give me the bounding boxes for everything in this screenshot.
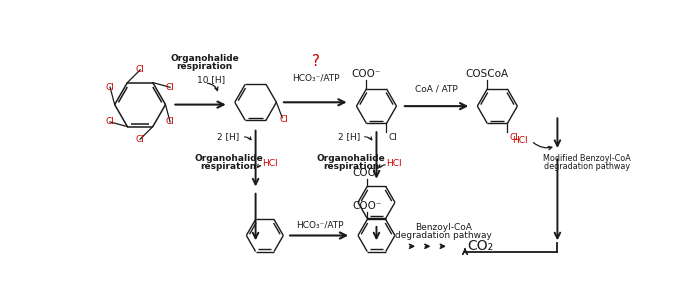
Text: Cl: Cl: [136, 135, 144, 144]
Text: HCO₃⁻/ATP: HCO₃⁻/ATP: [297, 220, 344, 229]
Text: Cl: Cl: [166, 83, 175, 92]
Text: Cl: Cl: [509, 133, 518, 142]
Text: HCl: HCl: [261, 159, 277, 169]
Text: HCl: HCl: [513, 135, 528, 145]
Text: degradation pathway: degradation pathway: [395, 231, 492, 240]
Text: HCl: HCl: [386, 159, 401, 169]
Text: COSCoA: COSCoA: [466, 69, 509, 79]
Text: CoA / ATP: CoA / ATP: [415, 85, 458, 94]
Text: Cl: Cl: [279, 115, 288, 125]
Text: Cl: Cl: [106, 117, 114, 126]
Text: COO⁻: COO⁻: [352, 168, 382, 177]
Text: Organohalide: Organohalide: [171, 54, 239, 63]
Text: ?: ?: [312, 54, 320, 69]
Text: Modified Benzoyl-CoA: Modified Benzoyl-CoA: [543, 154, 631, 163]
Text: respiration: respiration: [177, 62, 233, 71]
Text: 10 [H]: 10 [H]: [197, 75, 225, 84]
Text: 2 [H]: 2 [H]: [217, 132, 239, 142]
Text: Organohalide: Organohalide: [194, 154, 263, 163]
Text: respiration: respiration: [200, 162, 257, 171]
Text: 2 [H]: 2 [H]: [338, 132, 361, 142]
Text: Cl: Cl: [106, 83, 114, 92]
Text: HCO₃⁻/ATP: HCO₃⁻/ATP: [292, 74, 339, 83]
Text: Organohalide: Organohalide: [316, 154, 385, 163]
Text: Benzoyl-CoA: Benzoyl-CoA: [415, 223, 472, 232]
Text: Cl: Cl: [388, 133, 397, 142]
Text: COO⁻: COO⁻: [352, 201, 382, 211]
Text: degradation pathway: degradation pathway: [544, 162, 630, 171]
Text: Cl: Cl: [136, 65, 144, 75]
Text: Cl: Cl: [166, 117, 175, 126]
Text: COO⁻: COO⁻: [352, 69, 381, 79]
Text: respiration: respiration: [323, 162, 379, 171]
Text: CO₂: CO₂: [467, 239, 493, 253]
